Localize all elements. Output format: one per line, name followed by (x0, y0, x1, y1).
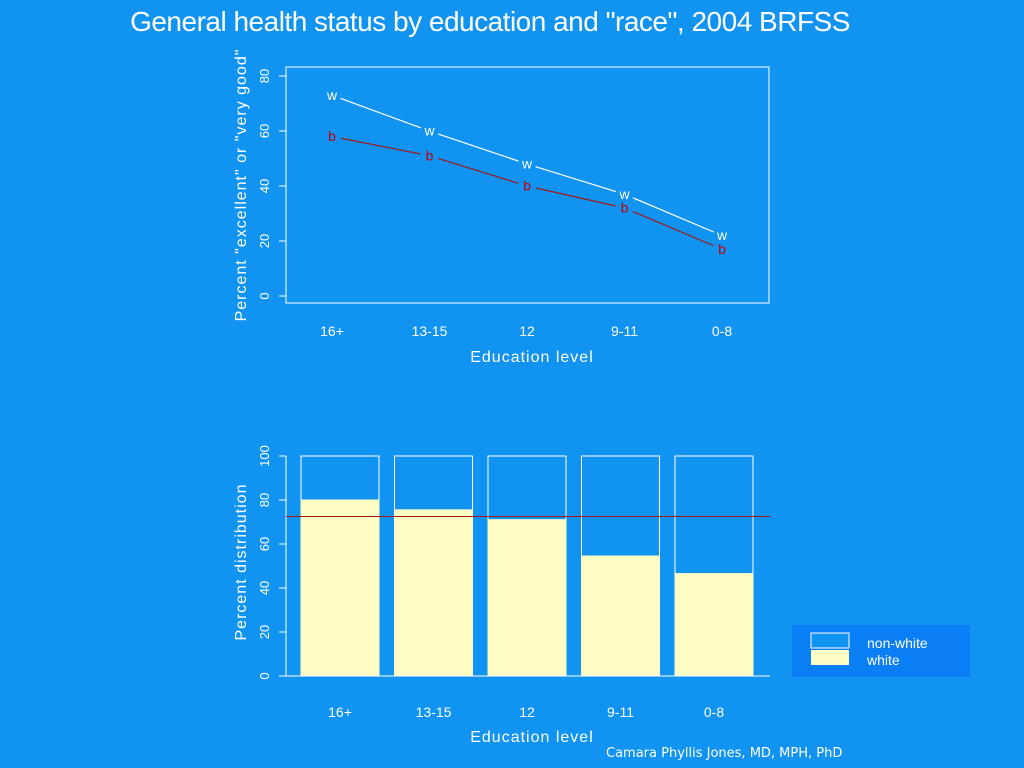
legend-swatch-white (811, 650, 849, 665)
line-series-w-segment (340, 97, 422, 129)
line-chart: Education level Percent "excellent" or "… (233, 49, 770, 366)
legend-label-non-white: non-white (867, 635, 928, 651)
line-chart-y-tick-label: 0 (257, 292, 272, 299)
bar-chart-legend: non-white white (792, 625, 970, 677)
bar-chart-x-tick-label: 0-8 (704, 704, 724, 720)
line-chart-y-tick-label: 80 (257, 69, 272, 83)
line-chart-x-tick-label: 16+ (320, 323, 344, 339)
bar-chart-x-tick-label: 12 (519, 704, 535, 720)
bar-non-white (487, 455, 567, 521)
line-chart-y-axis-label: Percent "excellent" or "very good" (233, 49, 250, 322)
line-chart-x-tick-label: 0-8 (712, 323, 732, 339)
line-point-b: b (523, 178, 531, 194)
bar-chart-y-tick-label: 20 (257, 625, 272, 639)
line-chart-x-tick-label: 13-15 (412, 323, 448, 339)
bar-white (394, 509, 473, 677)
bar-chart-y-tick-label: 60 (257, 537, 272, 551)
bar-chart-y-axis-label: Percent distribution (233, 484, 250, 641)
line-point-w: w (716, 227, 728, 243)
bar-chart-x-tick-label: 13-15 (416, 704, 452, 720)
line-series-b-segment (437, 157, 519, 184)
stacked-bar-chart: Education level Percent distribution 0 20… (233, 445, 770, 746)
line-point-w: w (423, 123, 435, 139)
line-series-w-segment (437, 133, 519, 162)
line-chart-x-tick-label: 12 (519, 323, 535, 339)
bar-non-white (394, 455, 473, 511)
line-series-b-segment (340, 137, 421, 155)
line-point-w: w (326, 87, 338, 103)
author-credit: Camara Phyllis Jones, MD, MPH, PhD (606, 746, 843, 761)
line-point-w: w (618, 186, 630, 202)
line-series-w-segment (535, 166, 617, 193)
line-point-b: b (621, 200, 629, 216)
line-chart-y-tick-label: 60 (257, 124, 272, 138)
bar-white (581, 555, 660, 677)
page-title: General health status by education and "… (130, 6, 850, 37)
legend-swatch-non-white (810, 632, 850, 649)
line-chart-y-tick-label: 20 (257, 234, 272, 248)
line-chart-x-tick-label: 9-11 (611, 323, 638, 339)
bar-white (487, 519, 567, 677)
legend-label-white: white (866, 652, 900, 668)
bar-non-white (674, 455, 754, 575)
bar-chart-y-tick-label: 100 (257, 445, 272, 467)
bar-white (300, 499, 380, 677)
line-point-b: b (328, 128, 336, 144)
line-point-w: w (521, 156, 533, 172)
line-series-b-segment (535, 187, 616, 207)
line-point-b: b (718, 241, 726, 257)
bar-non-white (581, 455, 660, 557)
bar-chart-y-tick-label: 40 (257, 581, 272, 595)
bar-chart-y-tick-label: 80 (257, 493, 272, 507)
bar-white (674, 573, 754, 677)
line-series-w-segment (632, 197, 714, 233)
bar-chart-x-axis-label: Education level (470, 729, 594, 746)
bar-chart-x-tick-label: 9-11 (607, 704, 634, 720)
line-chart-x-axis-label: Education level (470, 349, 594, 366)
line-point-b: b (426, 147, 434, 163)
line-chart-y-tick-label: 40 (257, 179, 272, 193)
bar-chart-y-tick-label: 0 (257, 672, 272, 679)
bar-chart-x-tick-label: 16+ (328, 704, 352, 720)
line-series-b-segment (632, 210, 714, 247)
bar-non-white (300, 455, 380, 501)
